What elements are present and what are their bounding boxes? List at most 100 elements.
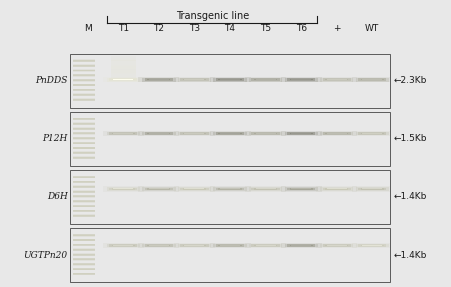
Bar: [358, 188, 387, 190]
Bar: [290, 79, 313, 80]
Bar: [112, 133, 135, 134]
Bar: [210, 243, 250, 248]
Bar: [210, 131, 250, 136]
Bar: [73, 191, 95, 193]
Bar: [73, 79, 95, 82]
Bar: [111, 61, 136, 63]
Bar: [281, 243, 322, 248]
Bar: [249, 243, 282, 247]
Bar: [325, 79, 348, 80]
Bar: [73, 69, 95, 72]
Bar: [111, 65, 136, 66]
Bar: [73, 253, 95, 256]
Bar: [174, 243, 215, 248]
Bar: [73, 205, 95, 207]
Bar: [73, 210, 95, 212]
Bar: [111, 66, 136, 68]
Bar: [322, 244, 351, 247]
Bar: [73, 249, 95, 251]
Bar: [184, 133, 204, 134]
Bar: [290, 245, 313, 246]
Bar: [138, 77, 179, 82]
Bar: [245, 243, 286, 248]
Bar: [113, 245, 133, 246]
Bar: [184, 79, 204, 80]
Bar: [111, 69, 136, 70]
Bar: [73, 127, 95, 130]
Bar: [111, 68, 136, 69]
Bar: [147, 245, 170, 246]
Bar: [73, 200, 95, 203]
Bar: [73, 215, 95, 216]
Bar: [73, 249, 95, 250]
Bar: [145, 244, 173, 247]
Text: T2: T2: [153, 24, 164, 33]
Bar: [73, 132, 95, 135]
Bar: [252, 244, 280, 247]
Bar: [73, 143, 95, 144]
Text: T4: T4: [225, 24, 235, 33]
Text: WT: WT: [365, 24, 379, 33]
Bar: [113, 188, 133, 189]
Bar: [178, 131, 211, 135]
Bar: [73, 190, 95, 193]
Bar: [111, 61, 136, 62]
Bar: [111, 59, 136, 61]
Bar: [285, 78, 318, 82]
Text: T6: T6: [295, 24, 307, 33]
Bar: [111, 74, 136, 76]
Bar: [111, 65, 136, 67]
Bar: [183, 245, 206, 246]
Bar: [112, 188, 135, 190]
Bar: [178, 187, 211, 191]
Bar: [352, 131, 393, 136]
Bar: [112, 79, 135, 80]
Bar: [73, 94, 95, 96]
Bar: [111, 64, 136, 65]
Bar: [362, 188, 382, 189]
Bar: [73, 263, 95, 265]
Bar: [111, 70, 136, 72]
Bar: [316, 131, 357, 136]
Text: ←1.4Kb: ←1.4Kb: [394, 193, 427, 201]
Bar: [183, 79, 206, 80]
Bar: [73, 176, 95, 178]
Bar: [111, 79, 136, 80]
Bar: [111, 58, 136, 60]
Bar: [73, 156, 95, 159]
Bar: [218, 188, 242, 190]
Bar: [147, 188, 170, 190]
Bar: [73, 70, 95, 71]
Bar: [256, 133, 276, 134]
Bar: [111, 69, 136, 71]
Bar: [73, 99, 95, 100]
Bar: [220, 188, 240, 189]
Bar: [111, 76, 136, 78]
Bar: [291, 245, 311, 246]
Bar: [73, 248, 95, 251]
Bar: [145, 78, 173, 81]
Bar: [180, 132, 208, 135]
Bar: [73, 89, 95, 90]
Bar: [73, 75, 95, 76]
Bar: [73, 133, 95, 134]
Bar: [111, 57, 136, 59]
Bar: [73, 176, 95, 179]
Bar: [109, 244, 138, 247]
Bar: [361, 79, 384, 80]
Bar: [352, 243, 393, 248]
Bar: [111, 60, 136, 61]
Bar: [281, 77, 322, 82]
Bar: [245, 131, 286, 136]
Bar: [73, 128, 95, 129]
Bar: [73, 157, 95, 158]
Bar: [111, 78, 136, 80]
Bar: [213, 187, 247, 191]
Bar: [220, 133, 240, 134]
Text: T1: T1: [118, 24, 129, 33]
Text: T5: T5: [260, 24, 271, 33]
Bar: [218, 133, 242, 134]
Bar: [73, 65, 95, 66]
Bar: [138, 186, 179, 192]
Bar: [245, 186, 286, 192]
